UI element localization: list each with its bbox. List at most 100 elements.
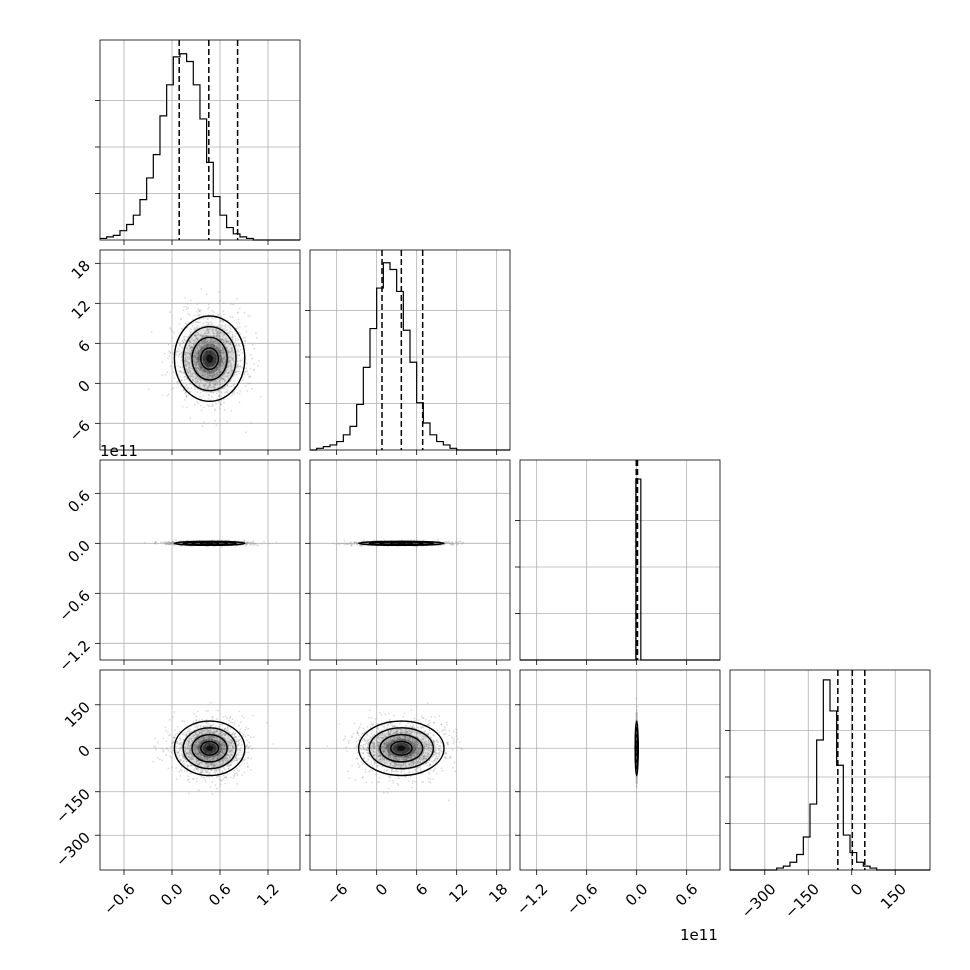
sample-point bbox=[208, 381, 211, 384]
sample-point bbox=[201, 346, 204, 349]
sample-point bbox=[245, 542, 248, 545]
sample-point bbox=[405, 542, 408, 545]
sample-point bbox=[208, 373, 211, 376]
sample-point bbox=[208, 371, 211, 374]
sample-point bbox=[201, 334, 204, 336]
sample-point bbox=[198, 348, 201, 351]
sample-point bbox=[194, 355, 197, 357]
sample-point bbox=[210, 316, 213, 319]
sample-point bbox=[449, 543, 452, 546]
sample-point bbox=[207, 332, 210, 334]
sample-point bbox=[183, 378, 186, 381]
sample-point bbox=[168, 350, 171, 353]
sample-point bbox=[349, 542, 352, 545]
sample-point bbox=[231, 357, 234, 360]
sample-point bbox=[253, 369, 256, 371]
sample-point bbox=[180, 371, 183, 374]
sample-point bbox=[204, 778, 206, 781]
sample-point bbox=[197, 356, 200, 359]
sample-point bbox=[406, 542, 409, 545]
sample-point bbox=[232, 303, 234, 306]
sample-point bbox=[222, 374, 224, 376]
sample-point bbox=[247, 315, 250, 317]
sample-point bbox=[203, 421, 205, 424]
sample-point bbox=[253, 543, 256, 546]
sample-point bbox=[196, 347, 198, 349]
sample-point bbox=[214, 542, 217, 545]
sample-point bbox=[193, 355, 196, 357]
sample-point bbox=[197, 309, 200, 312]
sample-point bbox=[236, 298, 239, 300]
sample-point bbox=[206, 377, 209, 380]
sample-point bbox=[355, 541, 358, 544]
sample-point bbox=[242, 376, 245, 379]
sample-point bbox=[245, 543, 248, 546]
sample-point bbox=[212, 404, 214, 407]
sample-point bbox=[224, 359, 227, 362]
sample-point bbox=[176, 350, 178, 353]
sample-point bbox=[229, 342, 231, 345]
sample-point bbox=[220, 357, 222, 360]
sample-point bbox=[222, 338, 225, 341]
sample-point bbox=[206, 350, 208, 353]
sample-point bbox=[212, 545, 215, 548]
sample-point bbox=[249, 315, 251, 317]
sample-point bbox=[194, 339, 197, 342]
sample-point bbox=[350, 544, 353, 547]
sample-point bbox=[217, 342, 220, 345]
sample-point bbox=[191, 346, 193, 349]
sample-point bbox=[350, 545, 353, 547]
sample-point bbox=[199, 372, 202, 375]
sample-point bbox=[207, 308, 210, 310]
sample-point bbox=[221, 360, 224, 362]
sample-point bbox=[206, 362, 209, 365]
sample-point bbox=[219, 349, 222, 351]
sample-point bbox=[220, 403, 222, 406]
sample-point bbox=[197, 366, 199, 369]
sample-point bbox=[251, 343, 254, 346]
sample-point bbox=[222, 357, 225, 360]
sample-point bbox=[204, 388, 207, 390]
sample-point bbox=[187, 362, 189, 364]
sample-point bbox=[199, 368, 202, 371]
sample-point bbox=[208, 384, 211, 387]
sample-point bbox=[245, 370, 248, 372]
sample-point bbox=[212, 342, 214, 344]
sample-point bbox=[195, 361, 198, 364]
sample-point bbox=[203, 333, 206, 335]
sample-point bbox=[207, 364, 209, 367]
sample-point bbox=[359, 545, 362, 548]
sample-point bbox=[220, 338, 223, 340]
sample-point bbox=[405, 542, 408, 545]
sample-point bbox=[199, 334, 202, 336]
sample-point bbox=[197, 333, 200, 335]
sample-point bbox=[217, 374, 220, 376]
sample-point bbox=[196, 337, 199, 340]
sample-point bbox=[192, 360, 195, 362]
sample-point bbox=[165, 542, 168, 545]
sample-point bbox=[195, 368, 197, 370]
contour-level-2 bbox=[191, 336, 228, 381]
panel-frame bbox=[99, 39, 301, 241]
sample-point bbox=[177, 382, 180, 385]
sample-point bbox=[461, 543, 463, 546]
sample-point bbox=[252, 542, 255, 545]
sample-point bbox=[167, 343, 170, 346]
sample-point bbox=[405, 542, 407, 545]
sample-point bbox=[186, 335, 189, 338]
sample-point bbox=[232, 357, 235, 360]
sample-point bbox=[171, 541, 174, 544]
sample-point bbox=[244, 325, 247, 328]
sample-point bbox=[459, 540, 462, 543]
sample-point bbox=[210, 363, 212, 365]
sample-point bbox=[216, 344, 219, 347]
sample-point bbox=[231, 316, 234, 319]
sample-point bbox=[243, 539, 246, 542]
sample-point bbox=[214, 384, 217, 386]
sample-point bbox=[198, 369, 201, 371]
sample-point bbox=[166, 543, 169, 545]
sample-point bbox=[234, 339, 237, 342]
sample-point bbox=[206, 327, 209, 330]
sample-point bbox=[226, 346, 229, 348]
